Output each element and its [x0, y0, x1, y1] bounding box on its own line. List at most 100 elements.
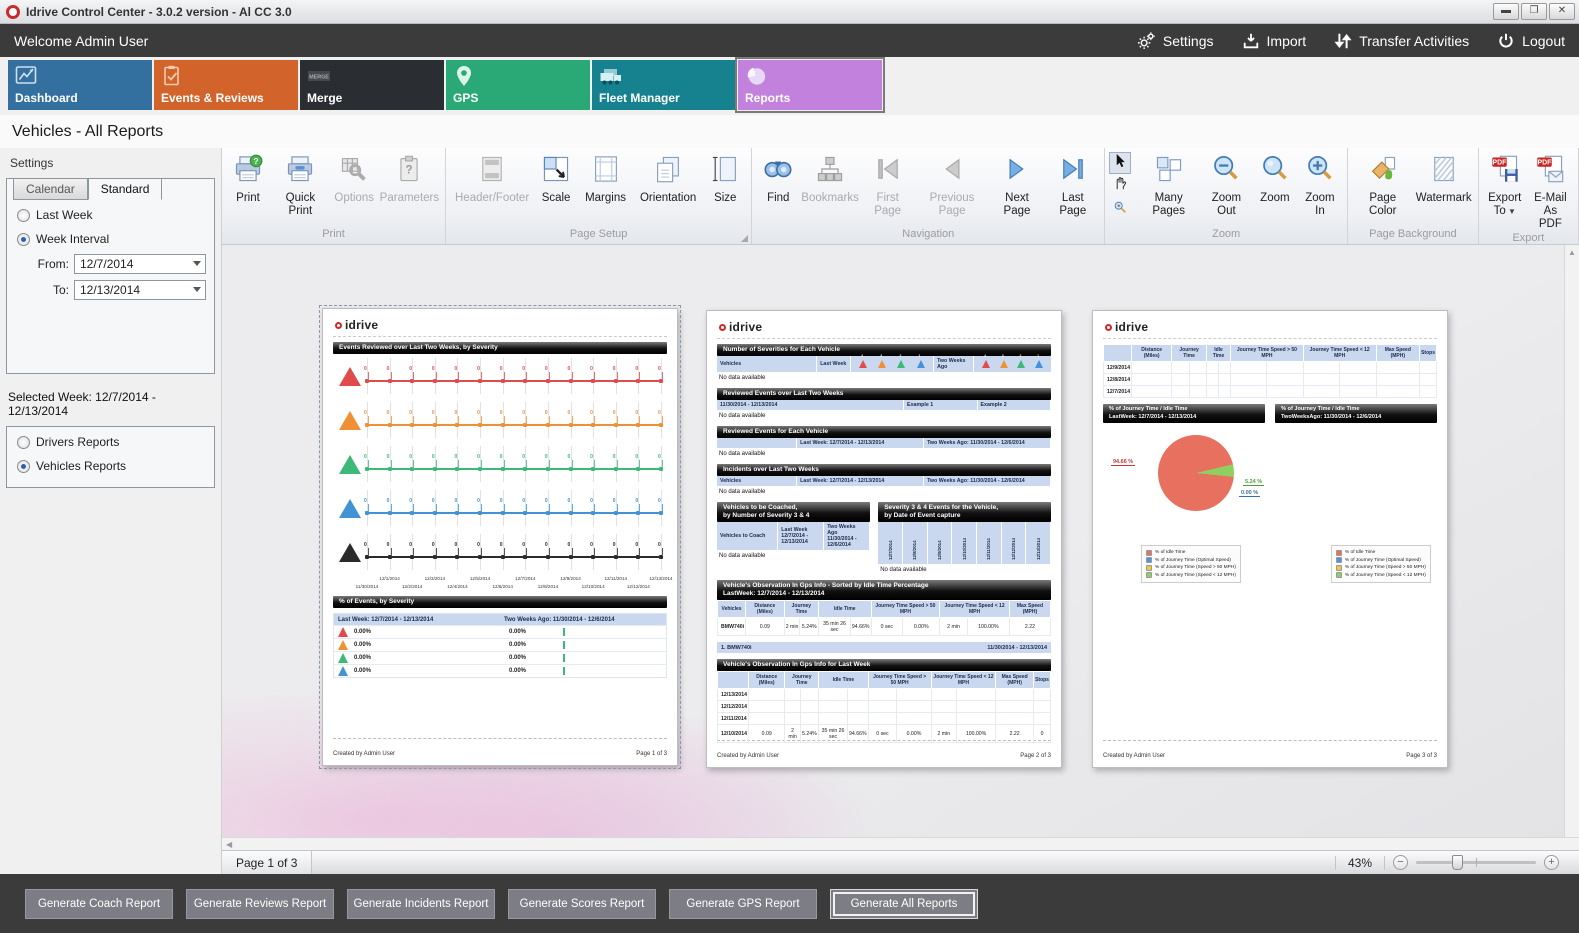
radio-icon[interactable] — [17, 232, 30, 246]
vehicle-band: 1. BMW740i 11/30/2014 - 12/13/2014 — [717, 642, 1051, 653]
ribbon-button-e-mail-as-pdf[interactable]: PDF E-Mail As PDF — [1527, 150, 1574, 231]
ribbon-button-size[interactable]: Size — [703, 150, 747, 205]
radio-last-week[interactable]: Last Week — [7, 203, 214, 227]
timeline-line — [367, 380, 661, 382]
ribbon-button-next-page[interactable]: Next Page — [989, 150, 1046, 218]
zoom-slider[interactable] — [1416, 855, 1536, 870]
action-transfer-activities[interactable]: Transfer Activities — [1334, 32, 1469, 50]
generate-reviews-report-button[interactable]: Generate Reviews Report — [186, 888, 334, 919]
table-cell — [1171, 361, 1190, 374]
severity-3-icon: 3 — [999, 354, 1008, 368]
radio-drivers-reports[interactable]: Drivers Reports — [7, 435, 214, 454]
ribbon-button-zoom-in[interactable]: Zoom In — [1297, 150, 1343, 218]
header-cell: Journey Time Speed > 50 MPH — [870, 600, 941, 618]
ribbon-button-last-page[interactable]: Last Page — [1045, 150, 1100, 218]
tab-merge[interactable]: MERGE Merge — [300, 60, 444, 110]
ribbon-button-many-pages[interactable]: Many Pages — [1137, 150, 1200, 218]
action-import[interactable]: Import — [1242, 32, 1306, 50]
report-section-title: Reviewed Events for Each Vehicle — [717, 426, 1051, 438]
close-button[interactable]: ✕ — [1549, 3, 1575, 20]
generate-incidents-report-button[interactable]: Generate Incidents Report — [347, 888, 495, 919]
severity-badge: 4 — [333, 355, 367, 386]
table-cell — [1339, 373, 1377, 386]
table-cell — [955, 712, 997, 725]
gridline — [570, 402, 572, 438]
gridline — [389, 534, 391, 570]
severity-4-icon — [338, 627, 348, 637]
ribbon-button-label: Margins — [585, 192, 626, 204]
generate-scores-report-button[interactable]: Generate Scores Report — [508, 888, 656, 919]
tab-events-reviews[interactable]: Events & Reviews — [154, 60, 298, 110]
maximize-button[interactable]: ❐ — [1521, 3, 1547, 20]
tab-dashboard[interactable]: Dashboard — [8, 60, 152, 110]
data-point-value: 0 — [364, 498, 367, 504]
ribbon-group-print: ? Print Quick Print Options? Parameters Print — [222, 148, 447, 244]
generate-coach-report-button[interactable]: Generate Coach Report — [25, 888, 173, 919]
from-date-dropdown[interactable]: 12/7/2014 — [74, 254, 206, 274]
ribbon-button-margins[interactable]: Margins — [578, 150, 633, 205]
ribbon-button-export-to[interactable]: PDF Export To ▼ — [1483, 150, 1527, 218]
radio-week-interval[interactable]: Week Interval — [7, 227, 214, 251]
gridline — [593, 358, 595, 394]
events-by-severity-table: Last Week: 12/7/2014 - 12/13/2014 Two Wee… — [333, 613, 667, 678]
footer-page-number: Page 2 of 3 — [1020, 753, 1051, 759]
radio-icon[interactable] — [17, 435, 30, 449]
to-date-dropdown[interactable]: 12/13/2014 — [74, 280, 206, 300]
pointer-tool[interactable] — [1109, 152, 1132, 174]
gridline — [593, 490, 595, 526]
severity-badge: 1 — [333, 487, 367, 518]
ribbon-button-scale[interactable]: Scale — [534, 150, 578, 205]
axis-date-label: 12/3/2014 — [424, 576, 446, 581]
report-page-footer: Created by Admin User Page 1 of 3 — [333, 748, 667, 757]
table-cell — [847, 688, 869, 701]
tab-reports[interactable]: Reports — [735, 57, 885, 113]
tab-standard[interactable]: Standard — [87, 178, 163, 200]
ribbon-button-page-color[interactable]: Page Color — [1352, 150, 1414, 218]
scroll-left-icon[interactable]: ◀ — [226, 839, 233, 849]
ribbon-button-print[interactable]: ? Print — [226, 150, 270, 205]
dialog-launcher-icon[interactable] — [741, 235, 749, 242]
radio-label: Vehicles Reports — [36, 459, 127, 473]
data-point-value: 0 — [612, 366, 616, 372]
ribbon-button-watermark[interactable]: Watermark — [1414, 150, 1474, 205]
ribbon-button-orientation[interactable]: Orientation — [633, 150, 703, 205]
dashboard-icon — [14, 64, 38, 88]
data-point-value: 0 — [477, 454, 480, 460]
magnifier-tool[interactable] — [1109, 198, 1131, 220]
tab-fleet-manager[interactable]: Fleet Manager — [592, 60, 736, 110]
zoom-out-button[interactable]: − — [1393, 855, 1408, 870]
tab-calendar[interactable]: Calendar — [13, 178, 88, 200]
ribbon-button-zoom[interactable]: Zoom — [1253, 150, 1297, 205]
table-cell: 2.22 — [1008, 617, 1052, 636]
vertical-scrollbar[interactable]: ▲ — [1564, 245, 1579, 837]
generate-gps-report-button[interactable]: Generate GPS Report — [669, 888, 817, 919]
gridline — [412, 534, 414, 570]
ribbon-button-zoom-out[interactable]: Zoom Out — [1200, 150, 1253, 218]
hand-tool[interactable] — [1109, 175, 1131, 197]
horizontal-scrollbar[interactable]: ◀ — [222, 837, 1579, 850]
ribbon-button-quick-print[interactable]: Quick Print — [270, 150, 331, 218]
radio-icon[interactable] — [17, 208, 30, 222]
table-cell — [1230, 373, 1268, 386]
scroll-up-icon[interactable]: ▲ — [1568, 248, 1576, 257]
page3-content: idrive Distance (Miles) Journey Time Idle T… — [1102, 317, 1437, 741]
zoom-slider-thumb[interactable] — [1452, 855, 1463, 870]
zoom-in-button[interactable]: + — [1544, 855, 1559, 870]
data-point-value: 0 — [658, 410, 661, 416]
radio-vehicles-reports[interactable]: Vehicles Reports — [7, 454, 214, 478]
action-logout[interactable]: Logout — [1497, 32, 1565, 50]
gridline — [457, 402, 459, 438]
gridline — [638, 534, 640, 570]
action-settings[interactable]: Settings — [1137, 31, 1214, 50]
zoom-control: 43% − + — [1334, 855, 1579, 870]
section-vehicle-s-observation-in-gps-info-sorted: Vehicle's Observation In Gps Info - Sort… — [716, 580, 1052, 636]
minimize-button[interactable]: ▬ — [1493, 3, 1519, 20]
section-reviewed-events-over-last-two-weeks: Reviewed Events over Last Two Weeks 11/30… — [717, 388, 1051, 420]
tab-gps[interactable]: GPS — [446, 60, 590, 110]
section-band: 1. BMW740i 11/30/2014 - 12/13/2014 — [717, 642, 1051, 653]
gridline — [434, 534, 436, 570]
ribbon-group-zoom: Many Pages Zoom Out Zoom Zoom In Zoom — [1105, 148, 1348, 244]
ribbon-button-find[interactable]: Find — [756, 150, 800, 205]
radio-icon[interactable] — [17, 459, 30, 473]
generate-all-reports-button[interactable]: Generate All Reports — [830, 888, 978, 919]
